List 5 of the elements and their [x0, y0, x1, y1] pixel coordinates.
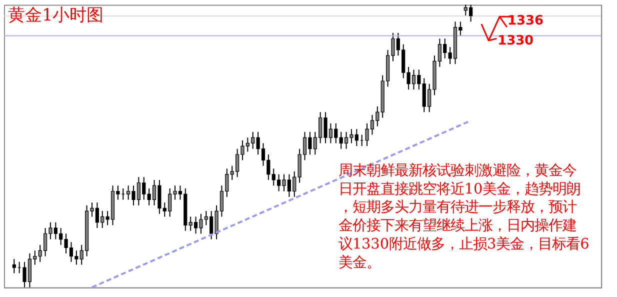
annotation: 周末朝鲜最新核试验刺激避险，黄金今日开盘直接跳空将近10美金，趋势明朗，短期多头力量有待进一步释放，预计金价接下来有望继续上涨，日内操作建议1330附近做多，止损3美金，目标看6美金。 [338, 162, 590, 271]
text: 1330 [498, 34, 534, 49]
text: 1336 [508, 14, 544, 29]
candlestick [12, 258, 16, 274]
chart-title: 黄金1小时图 [8, 4, 104, 25]
